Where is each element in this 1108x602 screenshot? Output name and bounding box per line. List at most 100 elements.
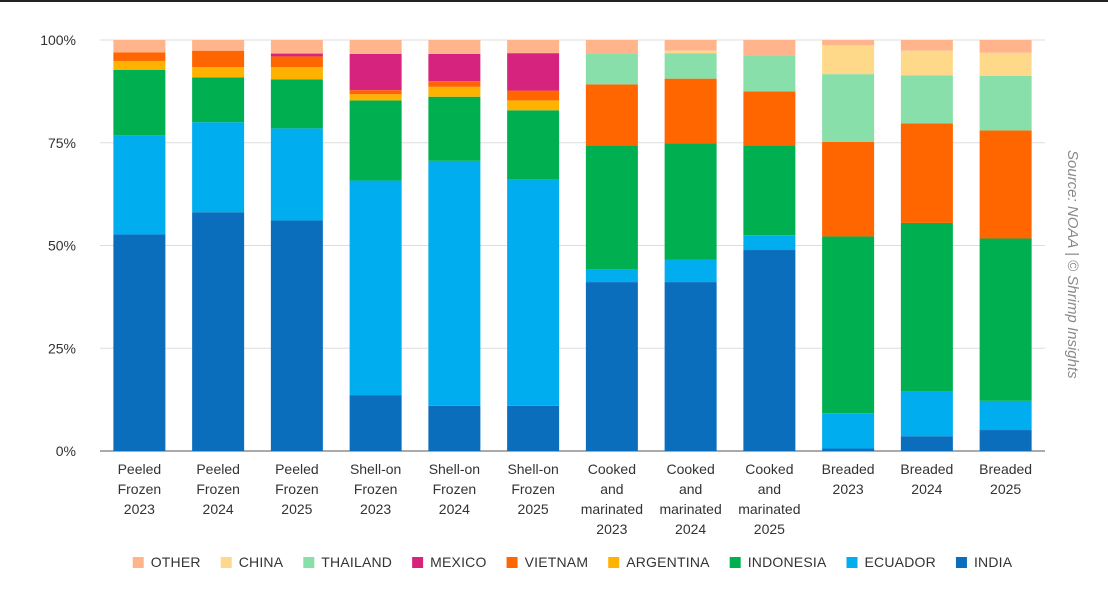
- legend-item-indonesia: INDONESIA: [729, 554, 827, 570]
- legend-item-india: INDIA: [955, 554, 1013, 570]
- bar-segment-ecuador: [270, 128, 323, 221]
- bar-segment-vietnam: [822, 141, 875, 237]
- bar-segment-india: [979, 430, 1032, 451]
- bar-segment-thailand: [743, 56, 796, 92]
- x-category-label: Shell-on Frozen 2023: [350, 461, 401, 517]
- bar-segment-other: [822, 40, 875, 46]
- bar-segment-argentina: [270, 67, 323, 80]
- bar-segment-vietnam: [113, 52, 166, 61]
- bar-segment-ecuador: [979, 400, 1032, 431]
- bar-segment-indonesia: [822, 236, 875, 414]
- bar-segment-vietnam: [192, 50, 245, 68]
- bar-segment-indonesia: [664, 143, 717, 260]
- bar-segment-indonesia: [270, 79, 323, 129]
- legend-item-argentina: ARGENTINA: [608, 554, 710, 570]
- bar-segment-indonesia: [979, 238, 1032, 401]
- bar-segment-mexico: [428, 53, 481, 82]
- legend-label: VIETNAM: [525, 554, 589, 570]
- bar-segment-other: [900, 40, 953, 51]
- legend-label: INDONESIA: [748, 554, 827, 570]
- bar-segment-thailand: [664, 53, 717, 79]
- legend-swatch: [220, 557, 232, 568]
- bar-segment-thailand: [900, 75, 953, 124]
- bar-segment-vietnam: [507, 90, 560, 101]
- bar-segment-other: [349, 40, 402, 54]
- bar-segment-vietnam: [270, 56, 323, 68]
- bar-segment-vietnam: [979, 130, 1032, 239]
- bar-segment-other: [743, 40, 796, 57]
- legend-label: ECUADOR: [865, 554, 936, 570]
- legend-item-mexico: MEXICO: [412, 554, 486, 570]
- legend-item-other: OTHER: [132, 554, 201, 570]
- legend-label: THAILAND: [321, 554, 392, 570]
- bar-segment-vietnam: [428, 81, 481, 87]
- gridlines: [100, 39, 1045, 452]
- bar-segment-indonesia: [900, 222, 953, 392]
- bars: [113, 40, 1032, 451]
- bar-segment-vietnam: [743, 91, 796, 146]
- bar-segment-mexico: [349, 53, 402, 91]
- bar-segment-other: [113, 40, 166, 53]
- bar-segment-india: [507, 405, 560, 451]
- bar-segment-india: [270, 220, 323, 451]
- legend-swatch: [132, 557, 144, 568]
- bar-segment-indonesia: [192, 77, 245, 123]
- legend-label: CHINA: [239, 554, 284, 570]
- bar-segment-vietnam: [900, 123, 953, 223]
- bar-segment-india: [428, 405, 481, 451]
- bar-segment-indonesia: [349, 100, 402, 181]
- bar-segment-other: [428, 40, 481, 54]
- bar-segment-ecuador: [349, 180, 402, 396]
- x-category-label: Shell-on Frozen 2025: [507, 461, 558, 517]
- bar-segment-ecuador: [900, 391, 953, 437]
- bar-segment-india: [349, 395, 402, 451]
- x-category-label: Peeled Frozen 2025: [275, 461, 319, 517]
- legend-swatch: [729, 557, 741, 568]
- bar-segment-ecuador: [428, 160, 481, 406]
- bar-segment-vietnam: [664, 78, 717, 144]
- bar-segment-argentina: [192, 67, 245, 78]
- source-credit: Source: NOAA | © Shrimp Insights: [1064, 150, 1081, 379]
- bar-segment-argentina: [113, 60, 166, 71]
- bar-segment-india: [192, 212, 245, 451]
- legend-swatch: [955, 557, 967, 568]
- y-axis-ticks: 0% 25% 50% 75% 100%: [40, 32, 76, 459]
- top-border-rule: [0, 0, 1108, 2]
- x-category-label: Breaded 2024: [900, 461, 953, 497]
- x-category-label: Peeled Frozen 2024: [196, 461, 240, 517]
- bar-segment-india: [743, 250, 796, 451]
- legend-swatch: [506, 557, 518, 568]
- bar-segment-indonesia: [507, 110, 560, 180]
- bar-segment-china: [822, 45, 875, 75]
- bar-segment-china: [979, 52, 1032, 76]
- bar-segment-india: [585, 282, 638, 451]
- bar-segment-mexico: [507, 53, 560, 91]
- y-tick-label: 100%: [40, 32, 76, 48]
- bar-segment-other: [664, 40, 717, 51]
- x-category-label: Peeled Frozen 2023: [118, 461, 162, 517]
- legend: OTHER CHINA THAILAND MEXICO VIETNAM ARGENTINA…: [132, 554, 1013, 570]
- legend-label: MEXICO: [430, 554, 486, 570]
- legend-item-vietnam: VIETNAM: [506, 554, 589, 570]
- x-category-label: Cooked and marinated 2024: [659, 461, 721, 537]
- bar-segment-ecuador: [585, 269, 638, 283]
- bar-segment-ecuador: [507, 179, 560, 406]
- legend-swatch: [846, 557, 858, 568]
- bar-segment-vietnam: [349, 90, 402, 95]
- x-category-label: Breaded 2025: [979, 461, 1032, 497]
- x-category-label: Shell-on Frozen 2024: [429, 461, 480, 517]
- bar-segment-other: [507, 40, 560, 54]
- y-tick-label: 25%: [48, 340, 76, 356]
- bar-segment-argentina: [507, 100, 560, 111]
- y-tick-label: 75%: [48, 135, 76, 151]
- bar-segment-india: [900, 436, 953, 451]
- x-category-label: Cooked and marinated 2023: [581, 461, 643, 537]
- bar-segment-indonesia: [428, 96, 481, 161]
- bar-segment-thailand: [979, 75, 1032, 131]
- bar-segment-indonesia: [585, 145, 638, 270]
- y-tick-label: 50%: [48, 238, 76, 254]
- bar-segment-other: [979, 40, 1032, 53]
- bar-segment-thailand: [822, 74, 875, 142]
